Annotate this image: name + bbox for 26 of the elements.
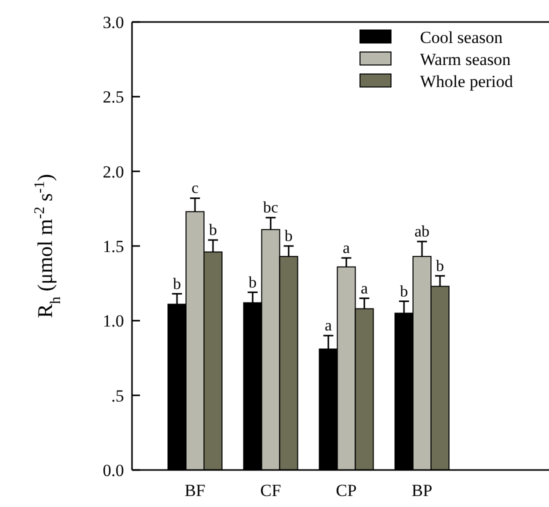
data-label: b <box>284 228 293 245</box>
data-label: a <box>324 318 332 335</box>
data-label: b <box>400 283 408 300</box>
x-tick-label: CF <box>260 481 282 500</box>
x-tick-label: BP <box>412 481 432 500</box>
y-tick-label: 1.5 <box>102 236 124 256</box>
data-label: c <box>191 180 199 198</box>
legend-label: Cool season <box>420 28 504 47</box>
data-label: a <box>342 240 350 257</box>
data-label: b <box>436 258 444 275</box>
y-tick-label: 1.0 <box>102 312 124 331</box>
y-tick-label: .5 <box>111 386 124 406</box>
data-label: bc <box>263 200 278 217</box>
x-tick-label: CP <box>336 481 357 500</box>
data-label: a <box>360 280 368 298</box>
data-label: b <box>248 274 257 292</box>
legend-label: Whole period <box>420 72 514 91</box>
x-tick-label: BF <box>184 481 206 500</box>
data-label: ab <box>414 224 430 241</box>
y-tick-label: 2.5 <box>102 88 124 107</box>
y-tick-label: 0.0 <box>102 460 124 480</box>
y-tick-label: 3.0 <box>102 12 124 32</box>
data-label: b <box>209 222 217 240</box>
y-tick-label: 2.0 <box>102 162 124 182</box>
legend-label: Warm season <box>420 50 512 69</box>
data-label: b <box>173 276 181 293</box>
